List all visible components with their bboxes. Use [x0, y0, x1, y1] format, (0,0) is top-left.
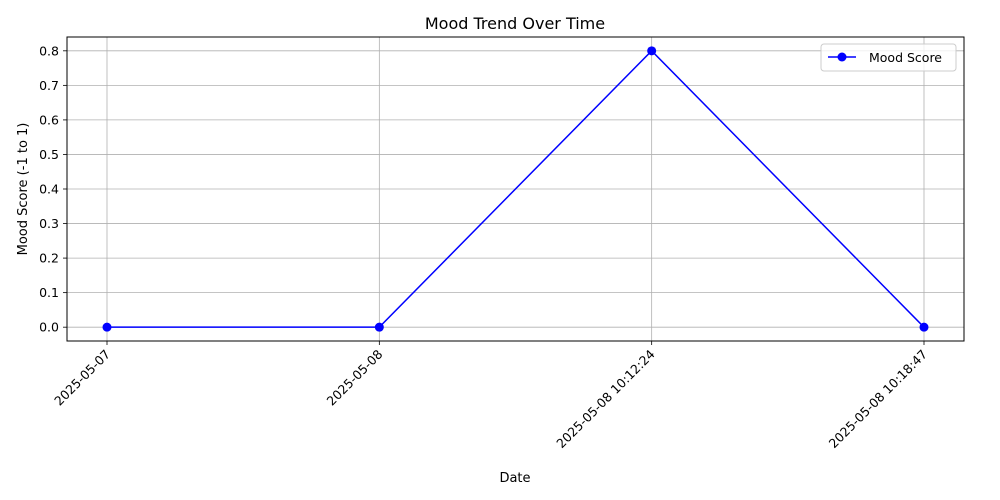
- y-tick-label: 0.6: [39, 112, 59, 127]
- x-axis-label: Date: [499, 471, 530, 486]
- legend-label: Mood Score: [869, 50, 942, 65]
- y-tick-label: 0.5: [39, 147, 59, 162]
- data-point: [647, 46, 657, 56]
- y-tick-label: 0.4: [39, 182, 59, 197]
- legend-marker-swatch: [837, 52, 847, 62]
- x-tick-label: 2025-05-08 10:12:24: [553, 346, 658, 451]
- y-tick-label: 0.3: [39, 216, 59, 231]
- y-tick-label: 0.8: [39, 43, 59, 58]
- data-point: [374, 322, 384, 332]
- x-axis-ticks: 2025-05-07 2025-05-08 2025-05-08 10:12:24 2…: [51, 341, 930, 451]
- y-tick-label: 0.7: [39, 78, 59, 93]
- plot-frame: [66, 36, 965, 342]
- data-point: [919, 322, 929, 332]
- y-tick-label: 0.0: [39, 320, 59, 335]
- x-tick-label: 2025-05-08: [323, 346, 385, 408]
- chart-title: Mood Trend Over Time: [425, 14, 605, 33]
- y-axis-label: Mood Score (-1 to 1): [16, 123, 31, 256]
- legend: Mood Score: [820, 43, 957, 72]
- x-tick-label: 2025-05-08 10:18:47: [826, 347, 930, 451]
- legend-box: [820, 43, 957, 72]
- y-tick-label: 0.1: [39, 285, 59, 300]
- x-tick-label: 2025-05-07: [51, 347, 113, 409]
- y-tick-label: 0.2: [39, 251, 59, 266]
- y-axis-ticks: 0.0 0.1 0.2 0.3 0.4 0.5 0.6 0.7 0.8: [39, 43, 67, 335]
- series-layer: [102, 46, 929, 332]
- data-point: [102, 322, 112, 332]
- series-line: [107, 49, 925, 328]
